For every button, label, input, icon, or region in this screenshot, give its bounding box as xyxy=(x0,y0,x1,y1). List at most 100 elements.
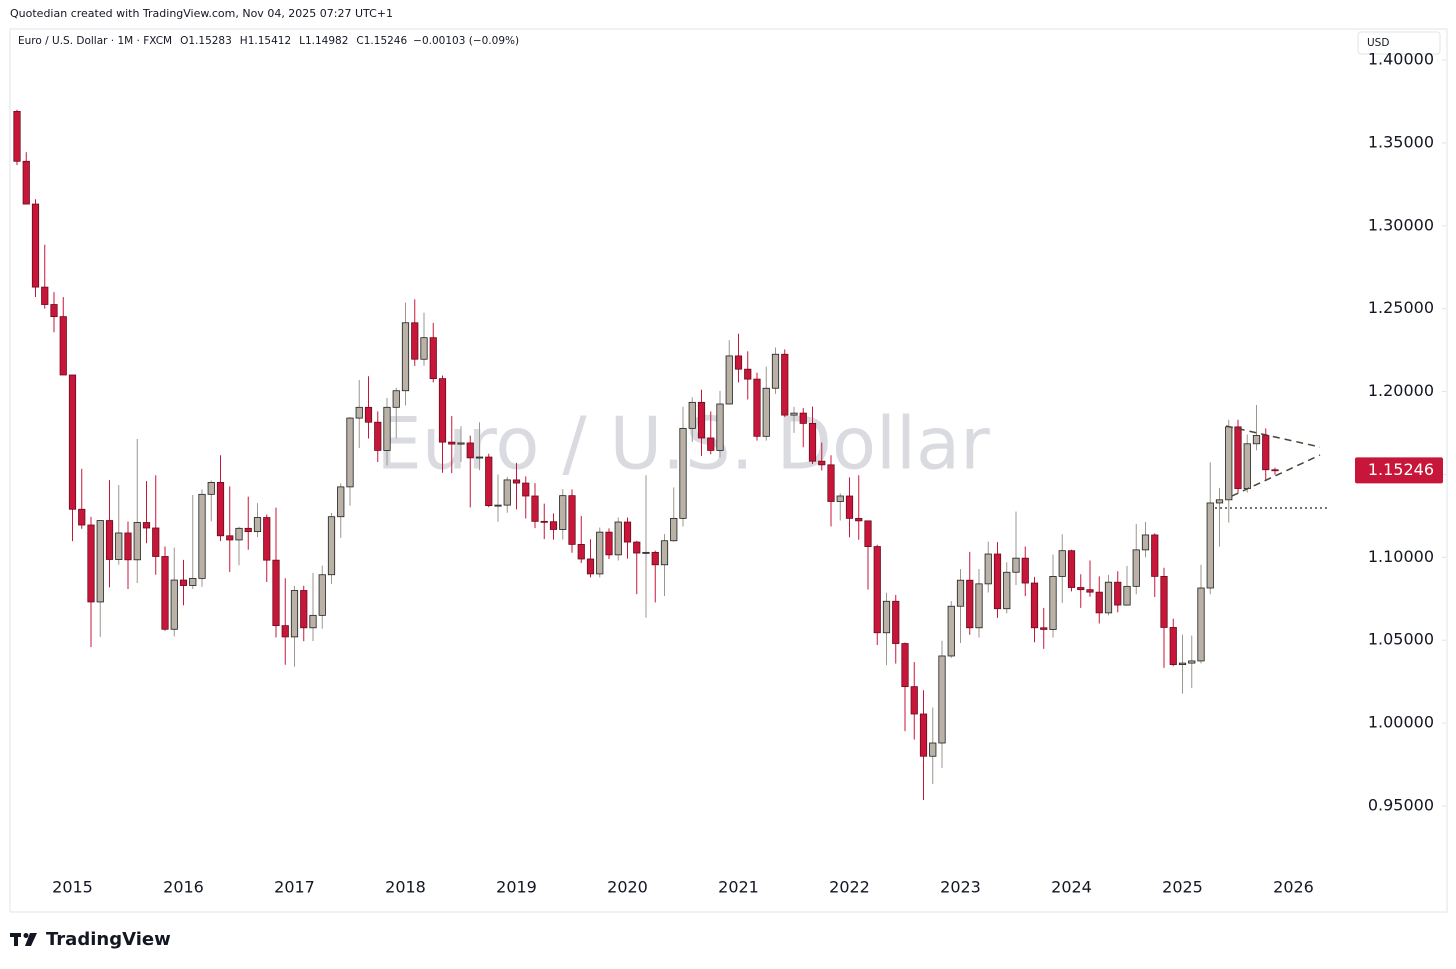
candle-body xyxy=(993,553,1002,610)
candle-body xyxy=(1104,581,1113,614)
candle-body xyxy=(448,441,456,445)
candle-body xyxy=(947,605,955,657)
y-tick-label: 1.05000 xyxy=(1368,630,1434,649)
candle-body xyxy=(22,160,30,205)
triangle-upper xyxy=(1225,425,1321,448)
y-tick-label: 1.35000 xyxy=(1368,132,1434,151)
candle-body xyxy=(1197,587,1205,662)
candle-body xyxy=(744,368,752,380)
candle-body xyxy=(1271,469,1279,472)
candle-body xyxy=(1243,443,1251,489)
header-part: 1.14982 xyxy=(305,35,348,47)
candle-body xyxy=(179,579,188,586)
candle-body xyxy=(31,203,40,288)
candle-body xyxy=(170,579,178,630)
candle-body xyxy=(346,417,354,488)
candle-body xyxy=(50,304,58,318)
y-tick-label: 1.30000 xyxy=(1368,215,1434,234)
candle-body xyxy=(281,625,289,638)
x-tick-label: 2015 xyxy=(52,878,93,897)
candle-body xyxy=(568,495,576,545)
y-tick-label: 1.25000 xyxy=(1368,298,1434,317)
logo xyxy=(10,933,37,946)
candle-body xyxy=(873,546,881,634)
candle-body xyxy=(207,482,215,495)
candle-body xyxy=(1095,591,1103,614)
candle-body xyxy=(300,590,308,629)
x-tick-label: 2023 xyxy=(940,878,981,897)
candle-body xyxy=(633,541,641,554)
x-tick-label: 2026 xyxy=(1273,878,1314,897)
header-part: O xyxy=(180,35,188,47)
candle-body xyxy=(799,412,807,424)
candle-body xyxy=(956,579,965,607)
candle-body xyxy=(485,456,493,507)
candle-body xyxy=(1003,571,1011,610)
candle-body xyxy=(660,540,669,566)
x-tick-label: 2020 xyxy=(607,878,648,897)
candle-body xyxy=(1114,581,1122,606)
candle-body xyxy=(725,355,733,405)
candle-body xyxy=(392,390,400,408)
candle-body xyxy=(115,532,123,560)
candle-body xyxy=(901,643,909,688)
candle-body xyxy=(1206,502,1214,589)
header-part: Euro / U.S. Dollar · 1M · FXCM xyxy=(18,35,172,47)
candle-body xyxy=(1077,587,1085,591)
candle-body xyxy=(1215,499,1224,504)
chart-frame xyxy=(9,28,1448,913)
candle-body xyxy=(383,406,391,451)
last-price-box xyxy=(1355,457,1443,484)
x-tick-label: 2019 xyxy=(496,878,537,897)
candle-body xyxy=(124,532,132,561)
candle-body xyxy=(1049,575,1057,630)
credit: Quotedian created with TradingView.com, … xyxy=(10,7,393,20)
candle-body xyxy=(623,521,632,543)
candle-body xyxy=(475,456,484,459)
candle-body xyxy=(540,520,548,523)
candle-body xyxy=(401,322,410,392)
x-tick-label: 2016 xyxy=(163,878,204,897)
candle-body xyxy=(1188,660,1196,664)
candle-body xyxy=(559,495,567,530)
candle-body xyxy=(1234,426,1242,489)
candle-body xyxy=(290,590,299,638)
candle-body xyxy=(327,516,336,576)
candle-body xyxy=(1160,575,1168,628)
candle-body xyxy=(697,401,706,439)
currency-box xyxy=(1357,31,1441,55)
header-part: −0.00103 (−0.09%) xyxy=(413,35,519,47)
last-price: 1.15246 xyxy=(1368,460,1434,479)
candle-body xyxy=(512,479,521,484)
candle-body xyxy=(96,520,104,603)
candle-body xyxy=(337,486,345,518)
candle-body xyxy=(910,686,918,715)
y-tick-label: 1.00000 xyxy=(1368,713,1434,732)
candle-body xyxy=(919,713,928,757)
candle-body xyxy=(781,353,789,416)
candle-body xyxy=(41,286,49,305)
x-tick-label: 2017 xyxy=(274,878,315,897)
candle-body xyxy=(466,442,474,459)
candle-body xyxy=(531,495,539,522)
candle-body xyxy=(734,355,743,370)
candle-body xyxy=(845,495,854,519)
triangle-lower xyxy=(1231,454,1321,497)
candle-body xyxy=(642,551,650,554)
candle-body xyxy=(716,403,724,451)
y-tick-label: 1.10000 xyxy=(1368,547,1434,566)
candle-body xyxy=(1178,662,1187,665)
candle-body xyxy=(457,442,465,445)
candle-body xyxy=(1058,550,1066,577)
candle-body xyxy=(614,521,622,556)
candle-body xyxy=(577,544,585,560)
x-tick-label: 2018 xyxy=(385,878,426,897)
candle-body xyxy=(762,387,770,437)
candle-body xyxy=(438,378,447,443)
candle-body xyxy=(522,482,530,497)
candle-body xyxy=(1141,534,1150,551)
candle-body xyxy=(1252,435,1261,445)
header-part: C xyxy=(356,35,363,47)
